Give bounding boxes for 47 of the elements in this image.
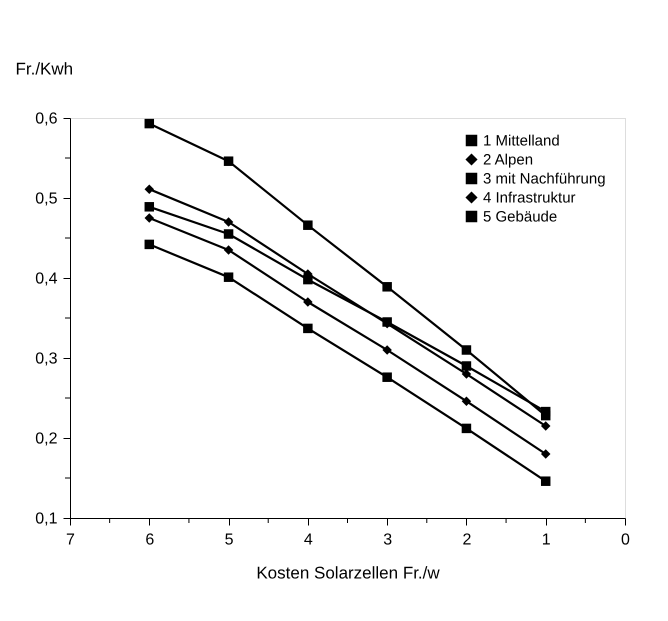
point bbox=[144, 202, 154, 212]
point bbox=[382, 282, 392, 292]
point bbox=[540, 449, 550, 459]
x-tick-label: 4 bbox=[304, 532, 313, 548]
x-tick-label: 1 bbox=[542, 532, 551, 548]
point bbox=[144, 118, 154, 128]
point bbox=[224, 217, 234, 227]
point bbox=[303, 324, 313, 334]
y-tick-label: 0,2 bbox=[35, 430, 58, 448]
x-tick-label: 0 bbox=[621, 532, 630, 548]
y-tick-label: 0,1 bbox=[35, 510, 58, 528]
legend-label: 3 mit Nachführung bbox=[483, 170, 606, 188]
point bbox=[462, 361, 472, 371]
point bbox=[303, 274, 313, 284]
point bbox=[224, 229, 234, 239]
point bbox=[462, 345, 472, 355]
point bbox=[382, 345, 392, 355]
point bbox=[462, 396, 472, 406]
x-tick-label: 2 bbox=[462, 532, 472, 548]
x-tick-label: 6 bbox=[145, 532, 154, 548]
point bbox=[144, 240, 154, 250]
point bbox=[303, 220, 313, 230]
legend-label: 2 Alpen bbox=[483, 152, 534, 168]
point bbox=[224, 156, 234, 166]
legend-label: 5 Gebäude bbox=[483, 208, 558, 226]
point bbox=[540, 406, 550, 416]
point bbox=[224, 272, 234, 282]
y-tick-label: 0,4 bbox=[35, 270, 58, 288]
y-tick-label: 0,5 bbox=[35, 190, 58, 208]
x-tick-label: 5 bbox=[224, 532, 234, 548]
point bbox=[303, 297, 313, 307]
point bbox=[224, 245, 234, 255]
legend-label: 4 Infrastruktur bbox=[483, 190, 576, 206]
x-tick-label: 7 bbox=[66, 532, 76, 548]
point bbox=[540, 476, 550, 486]
point bbox=[144, 184, 154, 194]
point bbox=[540, 421, 550, 431]
x-axis-title: Kosten Solarzellen Fr./w bbox=[256, 564, 440, 582]
y-tick-label: 0,3 bbox=[35, 350, 58, 368]
point bbox=[144, 213, 154, 223]
point bbox=[382, 372, 392, 382]
legend-label: 1 Mittelland bbox=[483, 132, 560, 150]
y-axis-title: Fr./Kwh bbox=[16, 60, 74, 78]
point bbox=[462, 424, 472, 434]
y-tick-label: 0,6 bbox=[35, 110, 58, 128]
point bbox=[462, 369, 472, 379]
x-tick-label: 3 bbox=[383, 532, 392, 548]
